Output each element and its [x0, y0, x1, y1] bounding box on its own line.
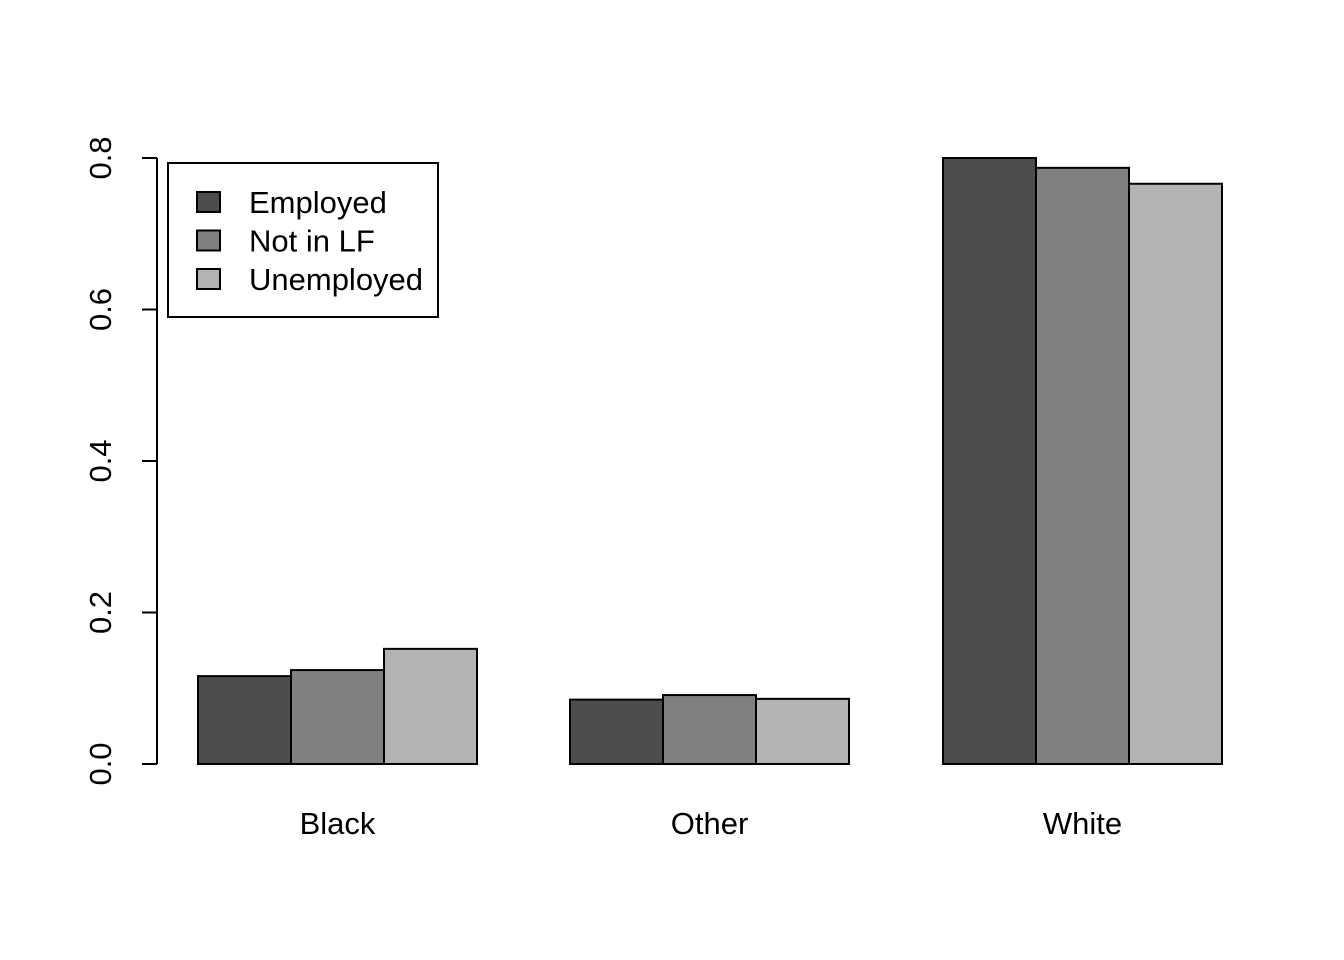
legend-label: Unemployed [249, 262, 423, 297]
bar-other-unemployed [755, 697, 850, 765]
y-axis: 0.0 0.2 0.4 0.6 0.8 [83, 136, 158, 786]
bars [197, 157, 1223, 766]
y-tick-label: 0.0 [83, 742, 118, 785]
x-tick-label: Other [671, 806, 749, 841]
y-tick-label: 0.6 [83, 288, 118, 331]
legend-label: Not in LF [249, 224, 375, 259]
legend-swatch [196, 191, 221, 213]
x-axis-labels: Black Other White [300, 806, 1123, 841]
legend-swatch [196, 229, 221, 252]
legend-swatch [196, 268, 221, 290]
bar-white-unemployed [1128, 182, 1223, 765]
y-tick-label: 0.2 [83, 591, 118, 634]
x-tick-label: Black [300, 806, 376, 841]
bar-white-not-in-lf [1035, 166, 1130, 766]
bar-other-employed [569, 698, 664, 765]
bar-black-employed [197, 675, 292, 766]
bar-other-not-in-lf [662, 694, 757, 766]
y-tick-label: 0.8 [83, 136, 118, 179]
y-tick-label: 0.4 [83, 439, 118, 482]
legend-label: Employed [249, 185, 387, 220]
x-tick-label: White [1043, 806, 1122, 841]
bar-black-unemployed [383, 647, 478, 765]
bar-black-not-in-lf [290, 669, 385, 766]
bar-white-employed [942, 157, 1037, 765]
